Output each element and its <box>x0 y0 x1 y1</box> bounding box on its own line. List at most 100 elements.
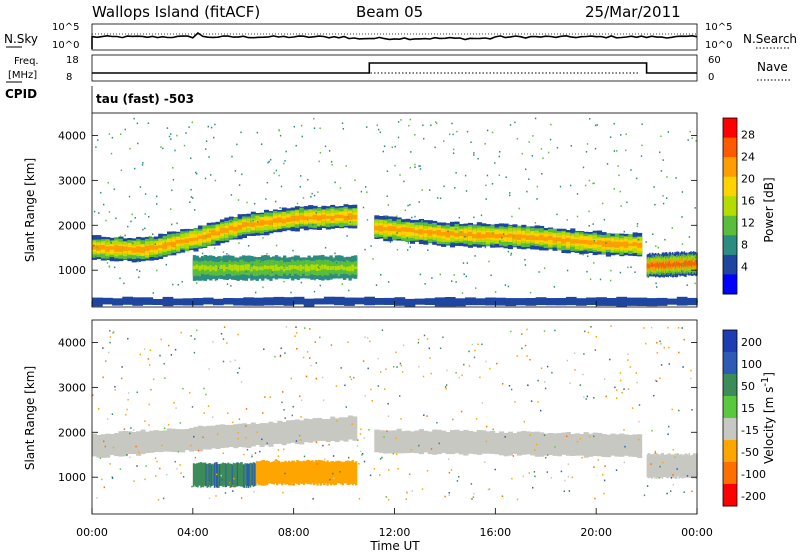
power-scatter-point <box>641 144 643 147</box>
power-band-4-cell <box>545 300 557 302</box>
power-band-3-cell <box>323 264 328 270</box>
vel-scatter-point <box>672 484 674 486</box>
vel-scatter-point <box>540 367 543 369</box>
noise-sky-line <box>91 31 698 49</box>
vel-scatter-point <box>253 490 255 493</box>
vel-scatter-point <box>276 483 279 486</box>
power-scatter-point <box>534 117 537 120</box>
vel-scatter-point <box>144 478 146 481</box>
power-scatter-point <box>694 207 696 209</box>
vel-scatter-point <box>135 445 137 448</box>
vel-band-0-cell <box>175 429 181 453</box>
power-band-2-cell <box>647 264 649 268</box>
power-scatter-point <box>423 137 425 140</box>
vel-scatter-point <box>619 379 622 382</box>
power-scatter-point <box>380 273 382 276</box>
vel-scatter-point <box>461 374 463 377</box>
vel-scatter-point <box>426 470 429 472</box>
vel-band-3-cell <box>318 460 321 484</box>
vel-band-2-cell <box>235 462 238 487</box>
vel-band-0-cell <box>330 416 336 441</box>
vel-scatter-point <box>112 446 115 449</box>
power-scatter-point <box>346 235 348 237</box>
power-band-3-cell <box>222 264 227 272</box>
vel-scatter-point <box>650 326 653 329</box>
vel-scatter-point <box>654 379 657 382</box>
power-scatter-point <box>366 191 368 193</box>
power-scatter-point <box>386 195 388 198</box>
vel-band-4-cell <box>673 454 675 477</box>
vel-band-0-cell <box>347 415 353 440</box>
power-scatter-point <box>605 242 607 244</box>
vel-scatter-point <box>111 476 113 479</box>
power-band-4-cell <box>384 300 396 302</box>
power-scatter-point <box>379 131 381 134</box>
power-band-3-cell <box>326 265 330 270</box>
vel-band-3-cell <box>311 460 314 484</box>
power-band-1-cell <box>387 226 393 232</box>
vel-scatter-point <box>543 330 546 332</box>
vel-scatter-point <box>609 358 611 361</box>
power-scatter-point <box>185 132 187 134</box>
power-scatter-point <box>396 248 399 251</box>
power-band-2-cell <box>648 264 650 269</box>
vel-band-0-cell <box>308 419 314 443</box>
power-band-4-cell <box>273 299 285 305</box>
power-scatter-point <box>452 133 454 136</box>
vel-scatter-point <box>532 486 534 489</box>
power-scatter-point <box>521 152 523 155</box>
colorbar-segment <box>723 254 737 275</box>
vel-scatter-point <box>336 420 338 422</box>
power-scatter-point <box>300 124 303 127</box>
colorbar-tick-label: -15 <box>741 424 759 437</box>
vel-scatter-point <box>540 409 542 412</box>
vel-scatter-point <box>127 398 129 401</box>
x-tick-label: 12:00 <box>379 526 411 539</box>
vel-scatter-point <box>212 341 214 343</box>
vel-scatter-point <box>381 329 384 331</box>
vel-band-2-cell <box>218 464 220 488</box>
power-scatter-point <box>437 197 439 199</box>
power-scatter-point <box>613 150 616 152</box>
vel-band-3-cell <box>309 461 312 485</box>
power-scatter-point <box>285 150 287 153</box>
vel-scatter-point <box>305 375 308 378</box>
power-band-0-cell <box>153 245 159 250</box>
power-band-4-cell <box>384 300 396 304</box>
power-scatter-point <box>605 233 608 236</box>
vel-scatter-point <box>275 460 277 462</box>
vel-scatter-point <box>196 329 198 332</box>
vel-scatter-point <box>487 488 490 491</box>
vel-scatter-point <box>243 453 245 456</box>
vel-band-0-cell <box>149 430 155 453</box>
vel-scatter-point <box>167 423 170 426</box>
noise-left-tick-top: 10^5 <box>52 22 79 33</box>
vel-scatter-point <box>309 357 311 359</box>
vel-scatter-point <box>143 348 146 351</box>
vel-band-4-cell <box>667 455 670 479</box>
power-scatter-point <box>485 184 487 187</box>
power-scatter-point <box>205 235 207 237</box>
colorbar-tick-label: 15 <box>741 402 755 415</box>
vel-band-0-cell <box>237 423 243 447</box>
vel-scatter-point <box>516 498 519 501</box>
vel-scatter-point <box>502 383 504 385</box>
power-scatter-point <box>230 285 232 287</box>
power-band-2-cell <box>686 260 688 266</box>
vel-band-1-cell <box>499 431 505 456</box>
power-band-2-cell <box>694 260 696 266</box>
power-scatter-point <box>284 160 286 162</box>
power-scatter-point <box>110 242 112 244</box>
power-band-0-cell <box>109 246 115 250</box>
power-scatter-point <box>324 246 327 249</box>
vel-scatter-point <box>686 475 689 477</box>
power-scatter-point <box>404 209 406 212</box>
vel-scatter-point <box>96 497 98 499</box>
vel-scatter-point <box>179 464 181 466</box>
power-band-2-cell <box>688 260 691 266</box>
power-scatter-point <box>499 151 501 153</box>
power-scatter-point <box>235 262 237 264</box>
vel-scatter-point <box>246 448 249 451</box>
power-scatter-point <box>338 256 340 258</box>
power-band-3-cell <box>274 264 279 271</box>
